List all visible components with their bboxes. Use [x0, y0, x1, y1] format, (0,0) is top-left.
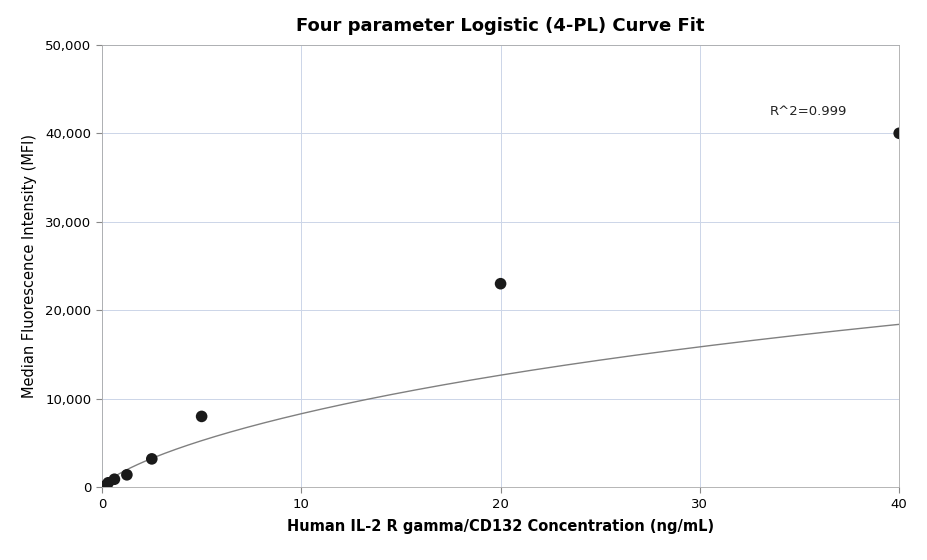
Point — [493, 279, 508, 288]
Text: R^2=0.999: R^2=0.999 — [769, 105, 847, 118]
Point — [194, 412, 209, 421]
Point — [120, 470, 134, 479]
Point — [101, 478, 116, 487]
Point — [145, 454, 159, 463]
Title: Four parameter Logistic (4-PL) Curve Fit: Four parameter Logistic (4-PL) Curve Fit — [297, 17, 705, 35]
Point — [97, 482, 112, 491]
Point — [107, 475, 121, 484]
Point — [892, 129, 907, 138]
X-axis label: Human IL-2 R gamma/CD132 Concentration (ng/mL): Human IL-2 R gamma/CD132 Concentration (… — [287, 519, 714, 534]
Y-axis label: Median Fluorescence Intensity (MFI): Median Fluorescence Intensity (MFI) — [22, 134, 37, 398]
